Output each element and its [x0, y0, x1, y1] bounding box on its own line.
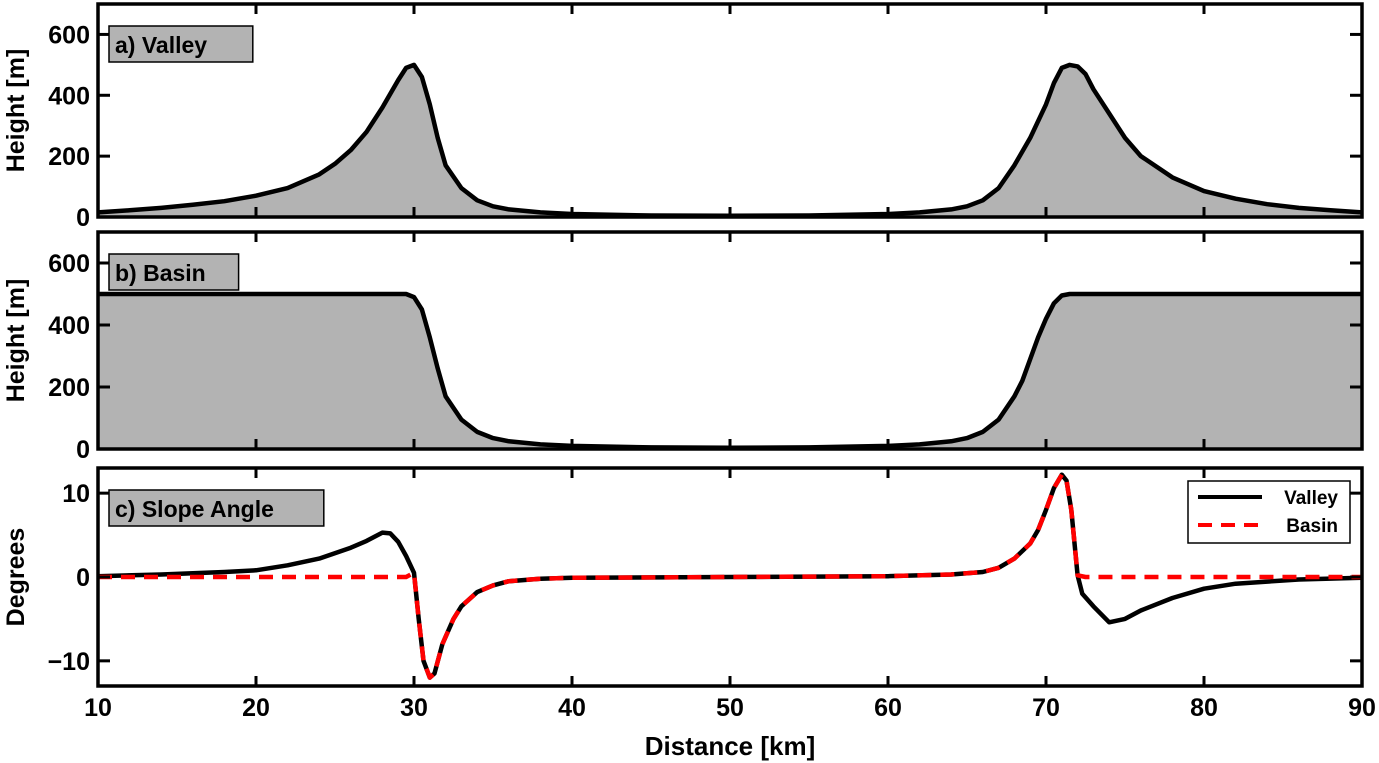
- y-tick-label: 400: [48, 82, 90, 110]
- plot-area: [98, 291, 1362, 449]
- panel-label-box: [108, 25, 254, 63]
- y-tick-label: 200: [48, 143, 90, 171]
- panel-3: −10 0 10 Degrees c) Slope Angle 10 20 30 40 50 60 7…: [2, 466, 1376, 761]
- y-tick-label: 600: [48, 21, 90, 49]
- y-tick-label: 400: [48, 312, 90, 340]
- x-tick-label: 70: [1032, 694, 1060, 722]
- legend-box: [1187, 480, 1351, 544]
- plot-area: [98, 472, 1362, 680]
- terrain-fill: [98, 64, 1362, 217]
- y-tick-label: 10: [62, 480, 90, 508]
- panel-label: b) Basin: [108, 253, 240, 291]
- panel-label: c) Slope Angle: [108, 489, 325, 527]
- x-tick-label: 80: [1190, 694, 1218, 722]
- y-tick-label: −10: [48, 648, 90, 676]
- x-tick-label: 10: [84, 694, 112, 722]
- x-tick-label: 90: [1348, 694, 1376, 722]
- terrain-fill: [98, 294, 1362, 449]
- y-tick-label: 600: [48, 250, 90, 278]
- panel-label-box: [108, 489, 325, 527]
- y-tick-label: 200: [48, 374, 90, 402]
- panel-label-text: c) Slope Angle: [115, 496, 274, 522]
- x-axis-label: Distance [km]: [645, 731, 816, 761]
- y-axis-label: Height [m]: [2, 279, 30, 403]
- x-tick-label: 20: [242, 694, 270, 722]
- legend: Valley Basin: [1187, 480, 1351, 544]
- panel-label-text: b) Basin: [115, 260, 206, 286]
- y-axis-label: Height [m]: [2, 49, 30, 173]
- x-tick-label: 30: [400, 694, 428, 722]
- y-tick-label: 0: [76, 564, 90, 592]
- y-axis-label: Degrees: [2, 528, 30, 627]
- legend-label-basin: Basin: [1286, 516, 1338, 537]
- y-tick-label: 0: [76, 204, 90, 232]
- panel-1: 0 200 400 600 Height [m] a) Valley: [2, 2, 1364, 232]
- x-tick-label: 60: [874, 694, 902, 722]
- panel-label-box: [108, 253, 240, 291]
- series-line-valley: [98, 472, 1362, 680]
- x-tick-label: 50: [716, 694, 744, 722]
- y-tick-label: 0: [76, 436, 90, 464]
- panel-label: a) Valley: [108, 25, 254, 63]
- legend-label-valley: Valley: [1284, 488, 1338, 509]
- x-tick-label: 40: [558, 694, 586, 722]
- plot-area: [98, 62, 1362, 217]
- panel-label-text: a) Valley: [115, 32, 207, 58]
- panel-2: 0 200 400 600 Height [m] b) Basin: [2, 230, 1364, 464]
